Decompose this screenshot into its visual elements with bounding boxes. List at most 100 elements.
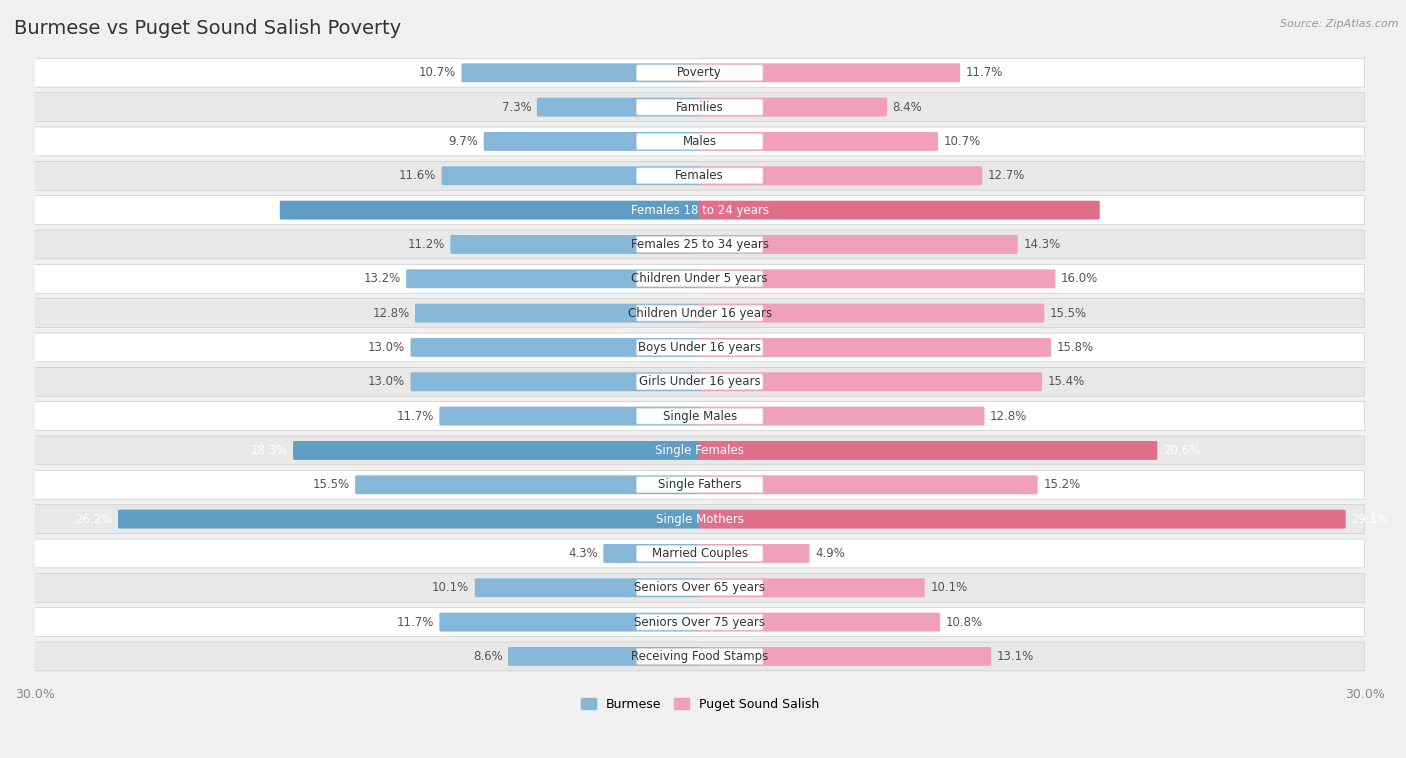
FancyBboxPatch shape <box>411 338 700 357</box>
Text: 15.2%: 15.2% <box>1043 478 1080 491</box>
FancyBboxPatch shape <box>699 407 984 425</box>
FancyBboxPatch shape <box>637 236 763 252</box>
Text: 11.7%: 11.7% <box>396 409 434 423</box>
Text: Married Couples: Married Couples <box>651 547 748 560</box>
FancyBboxPatch shape <box>637 99 763 115</box>
FancyBboxPatch shape <box>603 544 700 563</box>
Text: Males: Males <box>683 135 717 148</box>
FancyBboxPatch shape <box>415 304 700 323</box>
Text: 15.5%: 15.5% <box>1050 307 1087 320</box>
FancyBboxPatch shape <box>637 133 763 149</box>
FancyBboxPatch shape <box>35 161 1365 190</box>
FancyBboxPatch shape <box>35 471 1365 500</box>
FancyBboxPatch shape <box>292 441 700 460</box>
Text: 15.8%: 15.8% <box>1056 341 1094 354</box>
FancyBboxPatch shape <box>356 475 700 494</box>
FancyBboxPatch shape <box>118 509 700 528</box>
FancyBboxPatch shape <box>699 98 887 117</box>
FancyBboxPatch shape <box>637 271 763 287</box>
Text: Single Mothers: Single Mothers <box>655 512 744 525</box>
Text: 13.2%: 13.2% <box>363 272 401 285</box>
Legend: Burmese, Puget Sound Salish: Burmese, Puget Sound Salish <box>575 693 824 716</box>
Text: 10.1%: 10.1% <box>432 581 470 594</box>
FancyBboxPatch shape <box>637 614 763 630</box>
Text: Females 18 to 24 years: Females 18 to 24 years <box>631 204 769 217</box>
FancyBboxPatch shape <box>484 132 700 151</box>
FancyBboxPatch shape <box>699 372 1042 391</box>
Text: 13.0%: 13.0% <box>368 375 405 388</box>
FancyBboxPatch shape <box>699 647 991 666</box>
FancyBboxPatch shape <box>35 127 1365 156</box>
Text: 16.0%: 16.0% <box>1062 272 1098 285</box>
Text: 26.2%: 26.2% <box>75 512 112 525</box>
Text: 8.4%: 8.4% <box>893 101 922 114</box>
Text: 9.7%: 9.7% <box>449 135 478 148</box>
Text: Burmese vs Puget Sound Salish Poverty: Burmese vs Puget Sound Salish Poverty <box>14 19 401 38</box>
Text: Females: Females <box>675 169 724 182</box>
FancyBboxPatch shape <box>637 305 763 321</box>
Text: 18.3%: 18.3% <box>250 444 288 457</box>
Text: Boys Under 16 years: Boys Under 16 years <box>638 341 761 354</box>
FancyBboxPatch shape <box>35 608 1365 637</box>
Text: 15.5%: 15.5% <box>312 478 350 491</box>
FancyBboxPatch shape <box>699 509 1346 528</box>
FancyBboxPatch shape <box>637 580 763 596</box>
FancyBboxPatch shape <box>35 92 1365 121</box>
FancyBboxPatch shape <box>637 409 763 424</box>
FancyBboxPatch shape <box>699 304 1045 323</box>
FancyBboxPatch shape <box>637 477 763 493</box>
FancyBboxPatch shape <box>35 230 1365 259</box>
FancyBboxPatch shape <box>461 64 700 82</box>
FancyBboxPatch shape <box>699 201 1099 220</box>
FancyBboxPatch shape <box>35 539 1365 568</box>
Text: 11.7%: 11.7% <box>966 66 1002 80</box>
Text: 12.8%: 12.8% <box>990 409 1028 423</box>
Text: 10.1%: 10.1% <box>931 581 967 594</box>
FancyBboxPatch shape <box>637 340 763 356</box>
Text: 12.7%: 12.7% <box>988 169 1025 182</box>
Text: Single Females: Single Females <box>655 444 744 457</box>
FancyBboxPatch shape <box>406 269 700 288</box>
Text: 10.7%: 10.7% <box>943 135 981 148</box>
FancyBboxPatch shape <box>699 132 938 151</box>
FancyBboxPatch shape <box>699 235 1018 254</box>
FancyBboxPatch shape <box>637 65 763 80</box>
Text: Poverty: Poverty <box>678 66 723 80</box>
Text: Source: ZipAtlas.com: Source: ZipAtlas.com <box>1281 19 1399 29</box>
Text: 14.3%: 14.3% <box>1024 238 1060 251</box>
Text: 13.0%: 13.0% <box>368 341 405 354</box>
FancyBboxPatch shape <box>450 235 700 254</box>
Text: 20.6%: 20.6% <box>1163 444 1201 457</box>
Text: 4.3%: 4.3% <box>568 547 598 560</box>
FancyBboxPatch shape <box>35 402 1365 431</box>
FancyBboxPatch shape <box>699 269 1056 288</box>
Text: Children Under 16 years: Children Under 16 years <box>627 307 772 320</box>
Text: Children Under 5 years: Children Under 5 years <box>631 272 768 285</box>
Text: Girls Under 16 years: Girls Under 16 years <box>638 375 761 388</box>
Text: Seniors Over 65 years: Seniors Over 65 years <box>634 581 765 594</box>
Text: Females 25 to 34 years: Females 25 to 34 years <box>631 238 769 251</box>
FancyBboxPatch shape <box>699 64 960 82</box>
FancyBboxPatch shape <box>411 372 700 391</box>
FancyBboxPatch shape <box>637 649 763 664</box>
FancyBboxPatch shape <box>699 578 925 597</box>
FancyBboxPatch shape <box>699 475 1038 494</box>
FancyBboxPatch shape <box>475 578 700 597</box>
FancyBboxPatch shape <box>699 612 941 631</box>
Text: Single Fathers: Single Fathers <box>658 478 741 491</box>
FancyBboxPatch shape <box>35 196 1365 224</box>
Text: 4.9%: 4.9% <box>815 547 845 560</box>
Text: Families: Families <box>676 101 724 114</box>
Text: 11.2%: 11.2% <box>408 238 444 251</box>
Text: 13.1%: 13.1% <box>997 650 1033 663</box>
Text: 8.6%: 8.6% <box>472 650 502 663</box>
Text: 12.8%: 12.8% <box>373 307 409 320</box>
Text: 15.4%: 15.4% <box>1047 375 1085 388</box>
FancyBboxPatch shape <box>35 573 1365 602</box>
FancyBboxPatch shape <box>35 299 1365 327</box>
Text: 29.1%: 29.1% <box>1351 512 1389 525</box>
FancyBboxPatch shape <box>537 98 700 117</box>
FancyBboxPatch shape <box>35 436 1365 465</box>
FancyBboxPatch shape <box>439 612 700 631</box>
FancyBboxPatch shape <box>35 333 1365 362</box>
